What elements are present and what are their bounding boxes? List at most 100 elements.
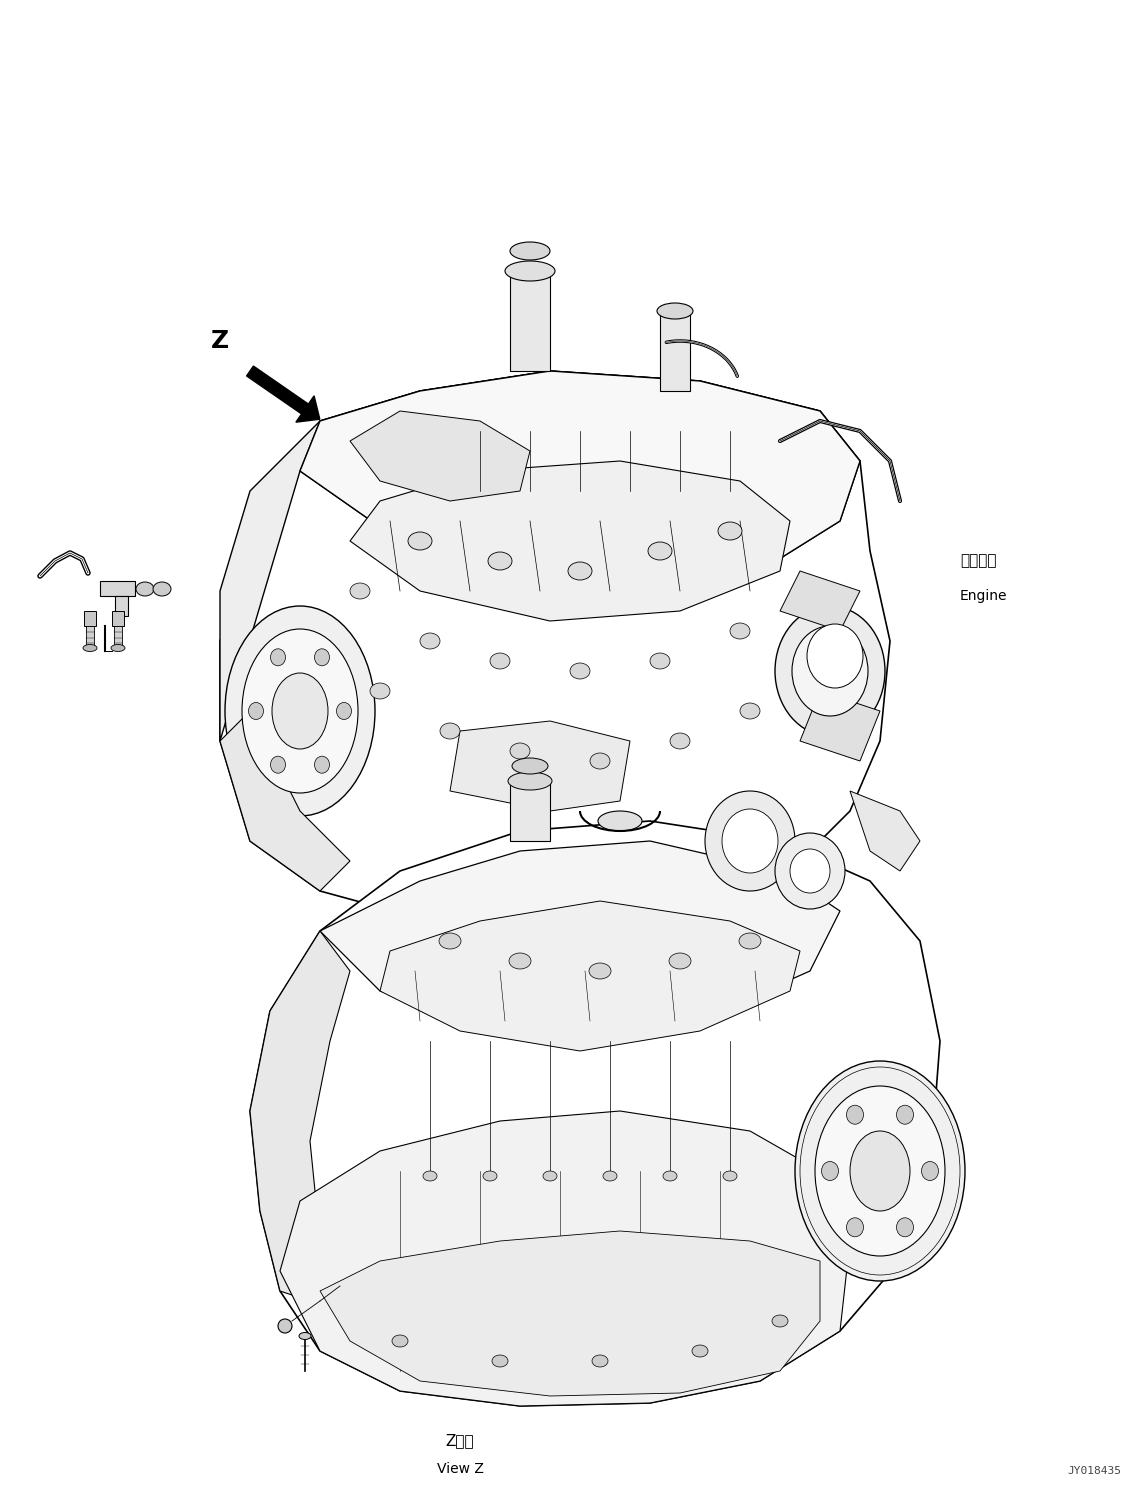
Ellipse shape xyxy=(420,634,440,649)
Ellipse shape xyxy=(278,1320,292,1333)
Text: Z: Z xyxy=(211,330,229,353)
Ellipse shape xyxy=(350,583,370,599)
Polygon shape xyxy=(250,822,939,1406)
Ellipse shape xyxy=(249,702,264,720)
Ellipse shape xyxy=(807,625,863,687)
Ellipse shape xyxy=(772,1315,788,1327)
Ellipse shape xyxy=(506,261,556,280)
Polygon shape xyxy=(250,930,350,1311)
Ellipse shape xyxy=(592,1355,608,1367)
Polygon shape xyxy=(84,611,97,626)
Ellipse shape xyxy=(740,702,760,719)
Ellipse shape xyxy=(790,848,830,893)
Ellipse shape xyxy=(850,1132,910,1211)
Polygon shape xyxy=(510,781,550,841)
Polygon shape xyxy=(220,420,320,741)
Ellipse shape xyxy=(510,242,550,259)
Ellipse shape xyxy=(821,1161,838,1181)
Ellipse shape xyxy=(730,623,750,640)
Text: Engine: Engine xyxy=(960,589,1008,602)
Ellipse shape xyxy=(370,683,390,699)
Ellipse shape xyxy=(315,649,329,666)
Ellipse shape xyxy=(438,933,461,948)
Polygon shape xyxy=(660,312,690,391)
Polygon shape xyxy=(780,571,860,631)
Polygon shape xyxy=(381,901,800,1051)
Ellipse shape xyxy=(896,1105,913,1124)
Polygon shape xyxy=(279,1111,850,1406)
Polygon shape xyxy=(850,792,920,871)
Ellipse shape xyxy=(492,1355,508,1367)
Ellipse shape xyxy=(242,629,358,793)
Ellipse shape xyxy=(136,581,154,596)
Polygon shape xyxy=(320,841,840,1030)
Ellipse shape xyxy=(815,1085,945,1255)
Polygon shape xyxy=(350,412,531,501)
Ellipse shape xyxy=(663,1170,677,1181)
Polygon shape xyxy=(800,690,880,760)
Ellipse shape xyxy=(921,1161,938,1181)
Ellipse shape xyxy=(299,1333,311,1339)
Ellipse shape xyxy=(648,543,673,561)
Ellipse shape xyxy=(111,644,125,652)
Ellipse shape xyxy=(603,1170,617,1181)
Text: JY018435: JY018435 xyxy=(1067,1466,1121,1476)
Polygon shape xyxy=(115,596,128,616)
Ellipse shape xyxy=(440,723,460,740)
Ellipse shape xyxy=(490,653,510,669)
Ellipse shape xyxy=(392,1334,408,1346)
Ellipse shape xyxy=(588,963,611,980)
Ellipse shape xyxy=(512,757,548,774)
Ellipse shape xyxy=(669,953,691,969)
Text: Z　視: Z 視 xyxy=(445,1433,475,1448)
Ellipse shape xyxy=(488,552,512,570)
Ellipse shape xyxy=(270,756,285,774)
Ellipse shape xyxy=(670,734,690,748)
Text: エンジン: エンジン xyxy=(960,553,996,568)
Ellipse shape xyxy=(336,702,351,720)
Polygon shape xyxy=(86,626,94,646)
Ellipse shape xyxy=(153,581,172,596)
Polygon shape xyxy=(350,461,790,620)
Ellipse shape xyxy=(718,522,742,540)
Ellipse shape xyxy=(846,1105,863,1124)
Ellipse shape xyxy=(795,1062,964,1281)
Polygon shape xyxy=(112,611,124,626)
Ellipse shape xyxy=(705,792,795,892)
Ellipse shape xyxy=(657,303,693,319)
Polygon shape xyxy=(100,581,135,596)
Text: View Z: View Z xyxy=(436,1463,484,1476)
Ellipse shape xyxy=(483,1170,498,1181)
Ellipse shape xyxy=(598,811,642,830)
Ellipse shape xyxy=(315,756,329,774)
Ellipse shape xyxy=(543,1170,557,1181)
Ellipse shape xyxy=(508,772,552,790)
Ellipse shape xyxy=(650,653,670,669)
Ellipse shape xyxy=(775,833,845,910)
Ellipse shape xyxy=(692,1345,708,1357)
Ellipse shape xyxy=(722,810,778,874)
Polygon shape xyxy=(510,271,550,371)
Ellipse shape xyxy=(510,743,531,759)
Ellipse shape xyxy=(896,1218,913,1238)
Ellipse shape xyxy=(509,953,531,969)
Ellipse shape xyxy=(423,1170,437,1181)
Ellipse shape xyxy=(775,605,885,737)
Ellipse shape xyxy=(590,753,610,769)
Ellipse shape xyxy=(83,644,97,652)
Polygon shape xyxy=(114,626,122,646)
FancyArrow shape xyxy=(247,367,320,422)
Ellipse shape xyxy=(272,672,328,748)
Ellipse shape xyxy=(568,562,592,580)
Polygon shape xyxy=(220,371,889,930)
Ellipse shape xyxy=(740,933,761,948)
Ellipse shape xyxy=(225,605,375,816)
Polygon shape xyxy=(300,371,860,590)
Polygon shape xyxy=(300,371,860,590)
Polygon shape xyxy=(320,1232,820,1396)
Ellipse shape xyxy=(722,1170,737,1181)
Polygon shape xyxy=(450,722,630,811)
Ellipse shape xyxy=(408,532,432,550)
Polygon shape xyxy=(220,711,350,892)
Ellipse shape xyxy=(570,663,590,678)
